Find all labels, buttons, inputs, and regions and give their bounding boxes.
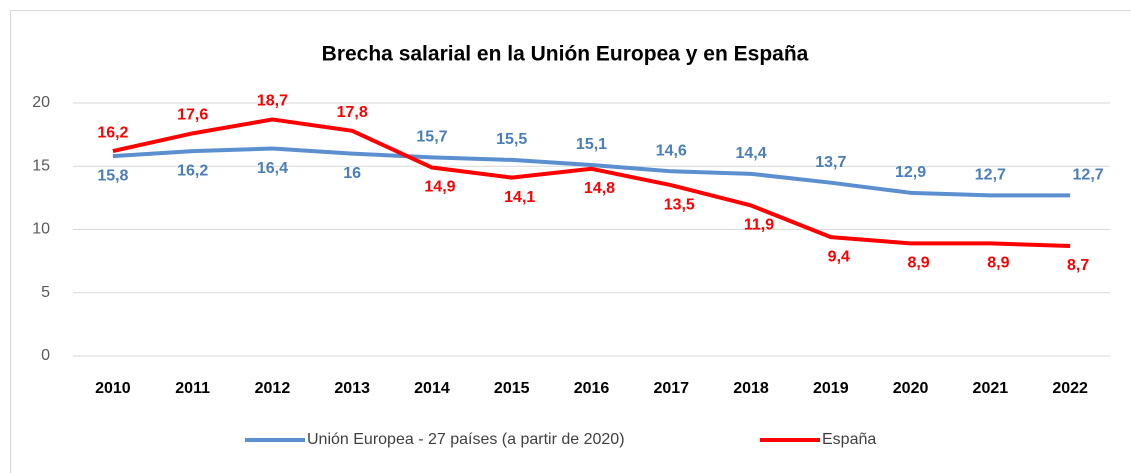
data-label: 17,8 [337, 104, 368, 121]
x-tick-label: 2017 [653, 380, 689, 397]
x-tick-label: 2015 [494, 380, 530, 397]
data-label: 15,1 [576, 136, 607, 153]
data-label: 12,7 [975, 167, 1006, 184]
data-label: 13,5 [664, 196, 695, 213]
data-label: 14,1 [504, 189, 535, 206]
y-tick-label: 0 [41, 347, 50, 364]
data-label: 16 [343, 165, 361, 182]
data-label: 14,8 [584, 180, 615, 197]
data-label: 16,4 [257, 160, 288, 177]
data-label: 14,4 [735, 145, 766, 162]
data-label: 15,7 [416, 129, 447, 146]
legend-label: Unión Europea - 27 países (a partir de 2… [307, 431, 625, 448]
data-label: 13,7 [815, 154, 846, 171]
chart-title: Brecha salarial en la Unión Europea y en… [322, 43, 809, 66]
x-tick-label: 2012 [255, 380, 291, 397]
data-label: 15,8 [97, 167, 128, 184]
x-tick-label: 2016 [574, 380, 610, 397]
legend-label: España [822, 431, 876, 448]
data-label: 8,9 [907, 255, 929, 272]
data-label: 16,2 [177, 162, 208, 179]
x-tick-label: 2019 [813, 380, 849, 397]
y-tick-label: 15 [32, 157, 50, 174]
x-tick-label: 2013 [334, 380, 370, 397]
x-tick-label: 2022 [1052, 380, 1088, 397]
data-label: 12,9 [895, 164, 926, 181]
data-label: 16,2 [97, 124, 128, 141]
series-line [112, 146, 1071, 198]
x-tick-label: 2018 [733, 380, 769, 397]
x-tick-label: 2011 [175, 380, 210, 397]
data-label: 18,7 [257, 93, 288, 110]
x-tick-label: 2014 [414, 380, 450, 397]
x-tick-label: 2021 [973, 380, 1009, 397]
data-label: 12,7 [1073, 167, 1104, 184]
x-tick-label: 2010 [95, 380, 131, 397]
data-label: 14,9 [424, 179, 455, 196]
x-tick-label: 2020 [893, 380, 929, 397]
data-label: 17,6 [177, 107, 208, 124]
data-label: 9,4 [828, 248, 850, 265]
data-label: 14,6 [656, 143, 687, 160]
y-tick-label: 10 [32, 221, 50, 238]
y-tick-label: 5 [41, 284, 50, 301]
y-tick-label: 20 [32, 94, 50, 111]
data-label: 15,5 [496, 131, 527, 148]
data-label: 11,9 [744, 217, 774, 234]
data-label: 8,9 [987, 255, 1009, 272]
series-line [112, 117, 1071, 248]
data-label: 8,7 [1067, 257, 1089, 274]
